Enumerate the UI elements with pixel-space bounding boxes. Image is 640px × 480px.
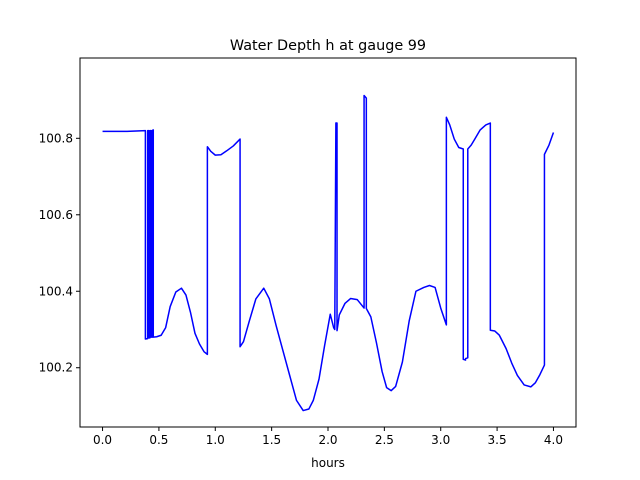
- x-tick-label: 0.0: [93, 433, 112, 447]
- plot-area: 0.0 0.5 1.0 1.5 2.0 2.5 3.0 3.5 4.0 100.2 100.4 100…: [39, 57, 577, 447]
- y-tick-label: 100.4: [39, 284, 73, 298]
- y-tick-label: 100.6: [39, 208, 73, 222]
- y-tick-label: 100.8: [39, 131, 73, 145]
- chart-title: Water Depth h at gauge 99: [230, 38, 426, 54]
- x-tick-label: 0.5: [149, 433, 168, 447]
- x-tick-label: 2.0: [318, 433, 337, 447]
- x-tick-label: 2.5: [375, 433, 394, 447]
- x-tick-label: 1.5: [262, 433, 281, 447]
- x-tick-label: 4.0: [544, 433, 563, 447]
- x-tick-label: 3.5: [488, 433, 507, 447]
- x-axis-label: hours: [311, 456, 345, 470]
- y-tick-label: 100.2: [39, 361, 73, 375]
- x-tick-label: 1.0: [206, 433, 225, 447]
- series-line-0: [102, 94, 555, 412]
- x-tick-label: 3.0: [431, 433, 450, 447]
